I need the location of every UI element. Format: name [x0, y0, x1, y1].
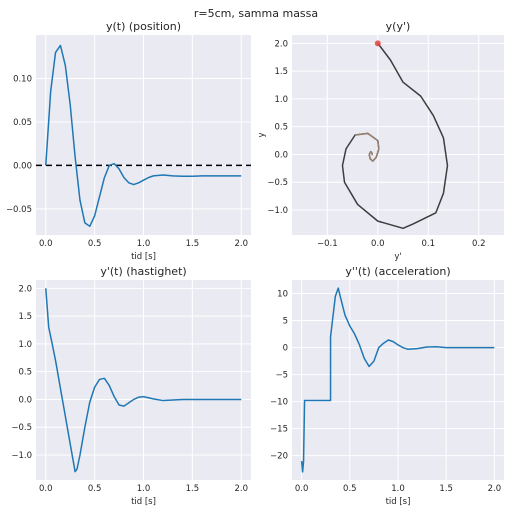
chart-3-x-tick-label: 0.5	[88, 484, 102, 494]
chart-2-x-label: y'	[394, 252, 401, 262]
chart-4-x-label: tid [s]	[386, 497, 411, 507]
chart-2-title: y(y')	[386, 20, 411, 33]
chart-4-y-tick-label: −10	[270, 398, 288, 408]
chart-2-series-tail	[355, 132, 380, 162]
chart-4-y-tick-label: 10	[277, 290, 288, 300]
chart-3-y-tick-label: 0.0	[18, 395, 32, 405]
chart-4-y-tick-label: −5	[275, 371, 288, 381]
chart-2-x-tick-label: 0.0	[371, 239, 385, 249]
chart-2-start-marker	[374, 40, 381, 47]
figure-suptitle: r=5cm, samma massa	[194, 7, 318, 20]
chart-1: 0.0 0.5 1.0 1.5 2.0 −0.05 0.00 0.05 0.10 y(t) (po…	[6, 20, 251, 262]
chart-1-x-tick-label: 0.5	[88, 239, 102, 249]
chart-2-y-tick-label: 0.0	[274, 150, 288, 160]
chart-3-y-tick-label: 1.5	[18, 312, 32, 322]
chart-3-x-tick-label: 1.5	[186, 484, 200, 494]
chart-1-x-tick-label: 2.0	[234, 239, 248, 249]
chart-2-y-tick-label: 1.0	[274, 95, 288, 105]
chart-1-series-line	[45, 44, 242, 228]
chart-4-title: y''(t) (acceleration)	[345, 265, 450, 278]
chart-3-x-tick-label: 2.0	[234, 484, 248, 494]
chart-3-y-tick-label: −1.0	[11, 451, 32, 461]
chart-1-x-tick-label: 1.0	[137, 239, 151, 249]
chart-3-x-tick-label: 0.0	[39, 484, 53, 494]
chart-1-x-tick-label: 0.0	[39, 239, 53, 249]
chart-2-y-tick-label: 2.0	[274, 39, 288, 49]
chart-3-series-line	[45, 288, 242, 473]
chart-1-y-tick-label: −0.05	[6, 205, 32, 215]
chart-2-x-tick-label: 0.2	[472, 239, 486, 249]
chart-3-y-tick-label: 2.0	[18, 284, 32, 294]
chart-2-plot-area	[292, 35, 504, 235]
chart-3-title: y'(t) (hastighet)	[100, 265, 186, 278]
chart-4-x-tick-label: 2.0	[488, 484, 502, 494]
chart-4: 0.0 0.5 1.0 1.5 2.0 −20 −15 −10 −5 0 5 10 y''(t) (ac…	[270, 265, 504, 507]
chart-3-x-tick-label: 1.0	[137, 484, 151, 494]
chart-2-y-tick-label: 1.5	[274, 67, 288, 77]
chart-4-y-tick-label: 5	[283, 317, 288, 327]
chart-2-y-tick-label: −1.0	[267, 206, 288, 216]
chart-4-series-line	[300, 287, 495, 473]
chart-1-y-tick-label: 0.10	[13, 74, 32, 84]
chart-3: 0.0 0.5 1.0 1.5 2.0 −1.0 −0.5 0.0 0.5 1.0 1.5 2.0 y'…	[11, 265, 251, 507]
chart-3-y-tick-label: 1.0	[18, 340, 32, 350]
chart-1-x-tick-label: 1.5	[186, 239, 200, 249]
chart-1-x-label: tid [s]	[131, 252, 156, 262]
chart-2-x-tick-label: −0.1	[317, 239, 338, 249]
chart-4-x-tick-label: 0.0	[295, 484, 309, 494]
chart-2-y-tick-label: −0.5	[267, 178, 288, 188]
chart-1-y-tick-label: 0.05	[13, 118, 32, 128]
chart-3-y-tick-label: 0.5	[18, 368, 32, 378]
chart-2-x-tick-label: 0.1	[422, 239, 436, 249]
chart-2-y-tick-label: 0.5	[274, 123, 288, 133]
chart-2: −0.1 0.0 0.1 0.2 −1.0 −0.5 0.0 0.5 1.0 1.5 2.0 y(y'…	[257, 20, 504, 262]
chart-3-x-label: tid [s]	[131, 497, 156, 507]
chart-2-y-label: y	[257, 132, 267, 137]
chart-4-y-tick-label: 0	[283, 344, 288, 354]
chart-4-x-tick-label: 1.5	[439, 484, 453, 494]
chart-4-y-tick-label: −15	[270, 425, 288, 435]
chart-1-title: y(t) (position)	[106, 20, 181, 33]
chart-1-y-tick-label: 0.00	[13, 161, 32, 171]
chart-4-x-tick-label: 0.5	[343, 484, 357, 494]
chart-3-y-tick-label: −0.5	[11, 423, 32, 433]
chart-4-y-tick-label: −20	[270, 452, 288, 462]
chart-4-x-tick-label: 1.0	[391, 484, 405, 494]
